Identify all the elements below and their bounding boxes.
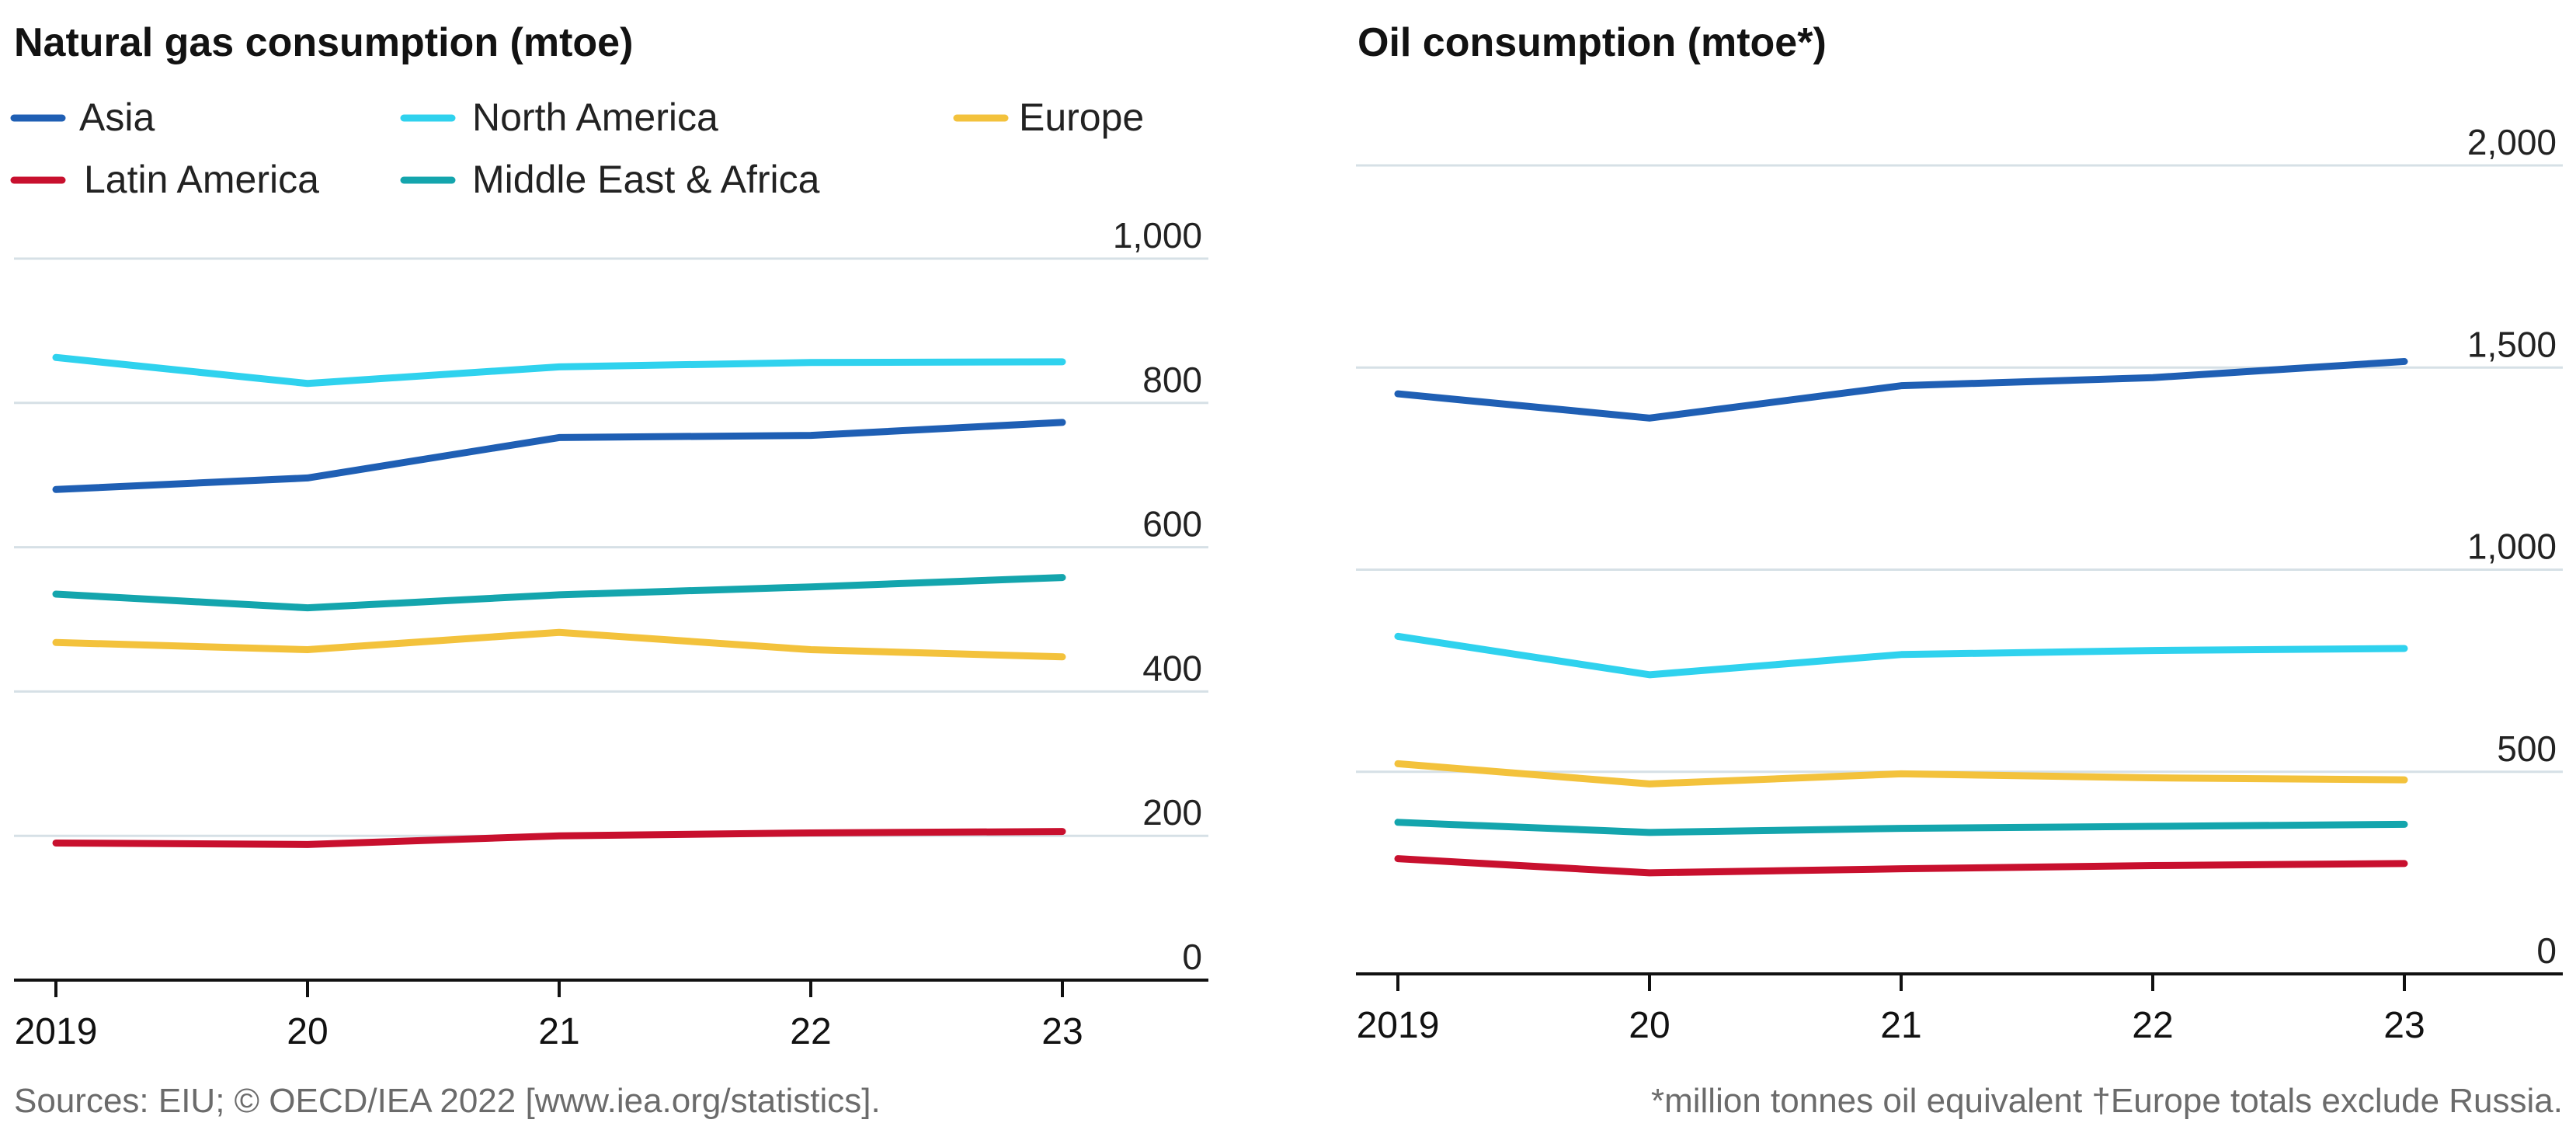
- oil-y-tick-label: 0: [2536, 930, 2557, 971]
- oil-x-tick-label: 21: [1880, 1005, 1921, 1046]
- legend-middle-east-africa-label: Middle East & Africa: [472, 158, 820, 201]
- oil-y-axis: 0 500 1,000 1,500 2,000: [2467, 122, 2557, 971]
- oil-x-tick-label: 22: [2132, 1005, 2173, 1046]
- natural-gas-series: [52, 353, 1066, 848]
- footnote: *million tonnes oil equivalent †Europe t…: [1651, 1082, 2563, 1120]
- natural-gas-series-europe: [52, 628, 1066, 661]
- natural-gas-y-tick-label: 400: [1142, 648, 1202, 688]
- natural-gas-legend: Asia North America Europe Latin America …: [10, 96, 1144, 201]
- natural-gas-chart-title: Natural gas consumption (mtoe): [14, 20, 633, 65]
- legend-asia-label: Asia: [79, 96, 155, 139]
- oil-series-north-america: [1394, 632, 2408, 679]
- oil-gridlines: [1356, 164, 2563, 774]
- oil-series-asia: [1394, 357, 2408, 422]
- natural-gas-gridlines: [14, 257, 1208, 837]
- oil-series-middle-east-africa: [1394, 819, 2408, 836]
- natural-gas-y-tick-label: 800: [1142, 360, 1202, 400]
- natural-gas-x-tick-label: 21: [538, 1011, 579, 1052]
- oil-y-tick-label: 1,500: [2467, 324, 2557, 364]
- oil-y-tick-label: 500: [2497, 728, 2557, 769]
- oil-chart: Oil consumption (mtoe*) 0 500 1,000 1,500 2,…: [1356, 20, 2563, 1120]
- oil-series: [1394, 357, 2408, 877]
- natural-gas-y-tick-label: 0: [1182, 937, 1202, 977]
- natural-gas-y-tick-label: 1,000: [1113, 215, 1202, 256]
- natural-gas-x-tick-label: 23: [1041, 1011, 1083, 1052]
- oil-chart-title: Oil consumption (mtoe*): [1358, 20, 1827, 65]
- legend-europe-label: Europe: [1019, 96, 1144, 139]
- natural-gas-x-tick-label: 2019: [15, 1011, 98, 1052]
- oil-x-tick-label: 20: [1629, 1005, 1670, 1046]
- legend-north-america-label: North America: [472, 96, 718, 139]
- natural-gas-y-tick-label: 200: [1142, 792, 1202, 833]
- oil-series-europe: [1394, 760, 2408, 788]
- natural-gas-y-axis: 0 200 400 600 800 1,000: [1113, 215, 1202, 977]
- natural-gas-series-north-america: [52, 353, 1066, 388]
- oil-y-tick-label: 1,000: [2467, 527, 2557, 567]
- oil-y-tick-label: 2,000: [2467, 122, 2557, 162]
- oil-x-tick-label: 2019: [1357, 1005, 1440, 1046]
- oil-x-tick-label: 23: [2383, 1005, 2425, 1046]
- natural-gas-x-axis: 2019 20 21 22 23: [14, 979, 1208, 1052]
- oil-x-axis: 2019 20 21 22 23: [1356, 972, 2563, 1046]
- natural-gas-x-tick-label: 22: [790, 1011, 831, 1052]
- natural-gas-series-latin-america: [52, 828, 1066, 848]
- natural-gas-series-middle-east-africa: [52, 574, 1066, 612]
- source-note: Sources: EIU; © OECD/IEA 2022 [www.iea.o…: [14, 1082, 881, 1120]
- oil-series-latin-america: [1394, 855, 2408, 877]
- natural-gas-y-tick-label: 600: [1142, 504, 1202, 544]
- natural-gas-series-asia: [52, 419, 1066, 493]
- legend-latin-america-label: Latin America: [84, 158, 319, 201]
- natural-gas-x-tick-label: 20: [287, 1011, 328, 1052]
- natural-gas-chart: Natural gas consumption (mtoe) Asia Nort…: [10, 20, 1208, 1120]
